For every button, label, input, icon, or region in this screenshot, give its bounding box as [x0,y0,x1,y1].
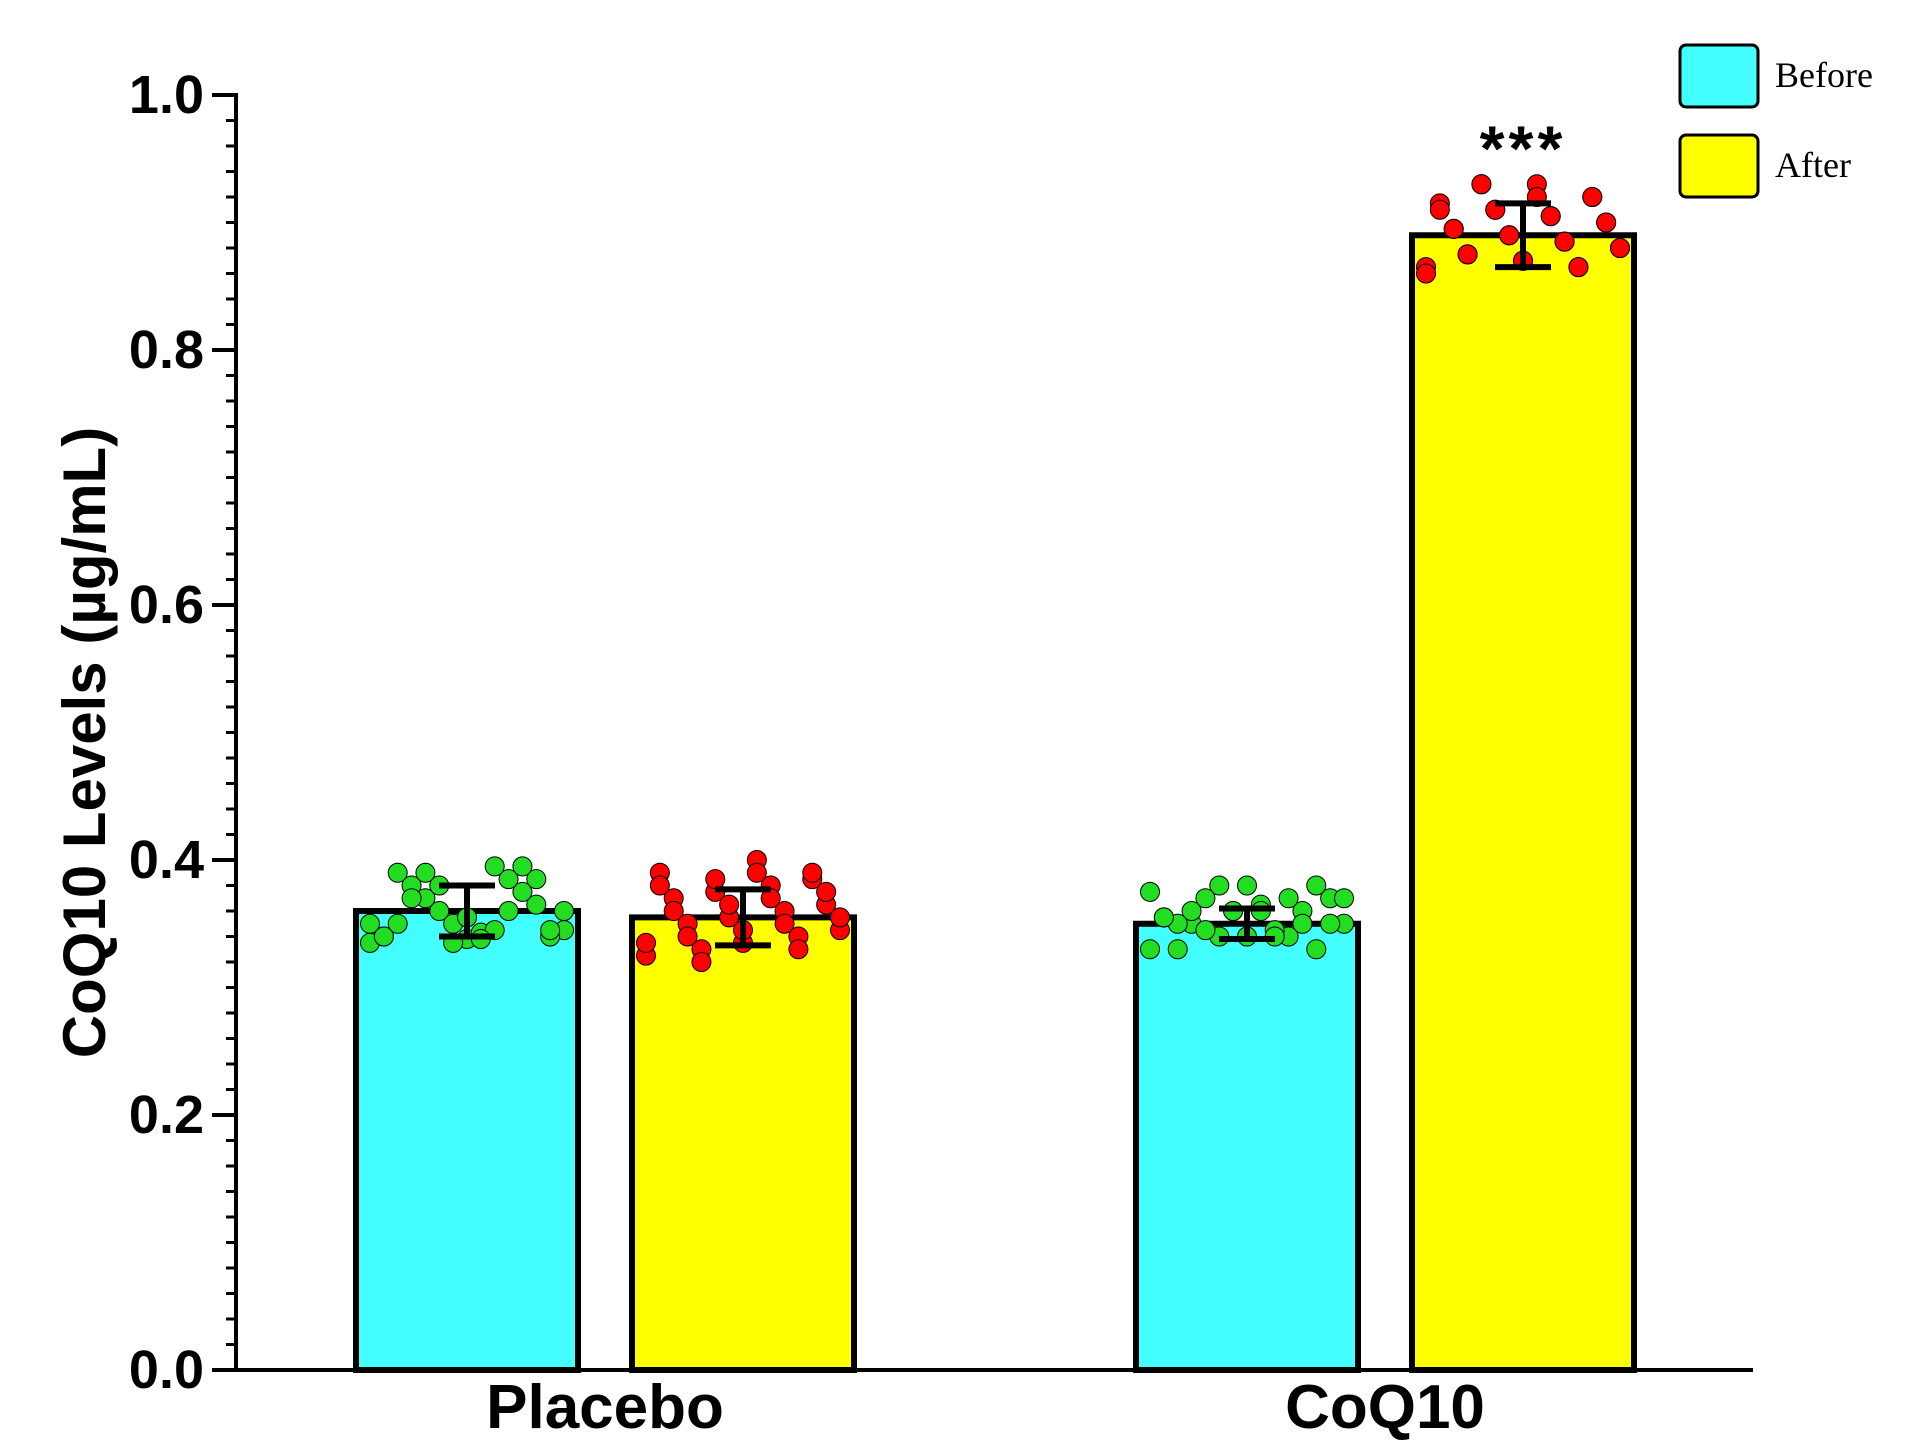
bar-before-placebo [353,908,581,1373]
data-point [802,862,823,883]
data-point [512,881,533,902]
y-tick-label: 1.0 [129,65,204,125]
legend-swatch-before [1678,43,1760,109]
data-point [1278,888,1299,909]
data-point [1195,920,1216,941]
data-point [1596,212,1617,233]
y-tick-label: 0.4 [129,830,204,890]
legend-swatch-after [1678,133,1760,199]
errors-layer [439,200,1551,949]
bar-after-coq10 [1409,232,1637,1373]
data-point [746,862,767,883]
category-label: Placebo [486,1373,724,1442]
data-point [360,913,380,934]
y-tick-label: 0.6 [129,575,204,635]
data-point [554,901,574,921]
data-point [830,907,850,928]
data-point [691,952,712,972]
significance-label: *** [1480,112,1567,184]
data-point [1195,888,1216,909]
data-point [1209,875,1230,896]
data-point [1582,187,1603,207]
data-point [512,856,533,877]
data-point [1568,257,1589,278]
bars-layer [353,232,1637,1373]
data-point [677,926,698,947]
data-point [705,869,726,890]
data-point [373,926,394,947]
y-axis-title: CoQ10 Levels (µg/mL) [51,427,118,1058]
data-point [788,939,809,960]
data-point [1457,244,1478,265]
data-point [719,894,740,915]
legend-label-after: After [1775,145,1851,185]
data-point [649,875,670,896]
y-tick-label: 0.8 [129,320,204,380]
data-point [1429,199,1450,220]
data-point [498,869,519,890]
data-point [484,856,505,877]
bar-before-coq10 [1133,920,1361,1373]
labels-layer: Placebo CoQ10 *** [486,112,1567,1442]
category-label: CoQ10 [1285,1373,1485,1442]
data-point [1292,913,1313,934]
data-point [1416,263,1436,284]
axis-layer: 0.0 0.2 0.4 0.6 0.8 1.0 CoQ10 Levels (µg/mL) [51,65,1753,1400]
data-point [387,913,408,934]
data-point [1140,881,1160,902]
y-tick-label: 0.2 [129,1085,204,1145]
data-point [526,894,547,915]
data-point [1334,888,1354,909]
data-point [1237,875,1257,896]
data-point [1443,218,1464,239]
data-point [429,901,450,921]
bar-after-placebo [629,914,857,1373]
data-point [1610,238,1630,258]
data-point [1306,875,1327,896]
data-point [401,888,422,909]
data-point [636,932,656,953]
data-point [1153,907,1174,928]
legend-layer: Before After [1678,43,1873,199]
legend-label-before: Before [1775,55,1873,95]
data-point [1140,939,1160,960]
data-point [1540,206,1561,227]
data-point [415,862,436,883]
data-point [387,862,408,883]
data-point [663,901,684,921]
data-point [526,869,547,890]
data-point [1499,225,1520,246]
data-point [816,881,837,902]
data-point [1167,939,1188,960]
data-point [498,901,519,921]
data-point [1320,913,1341,934]
data-point [540,920,561,941]
data-point [774,913,795,934]
data-point [1471,174,1492,195]
y-tick-label: 0.0 [129,1340,204,1400]
data-point [1306,939,1327,960]
data-point [1554,231,1575,252]
data-point [1181,901,1202,921]
